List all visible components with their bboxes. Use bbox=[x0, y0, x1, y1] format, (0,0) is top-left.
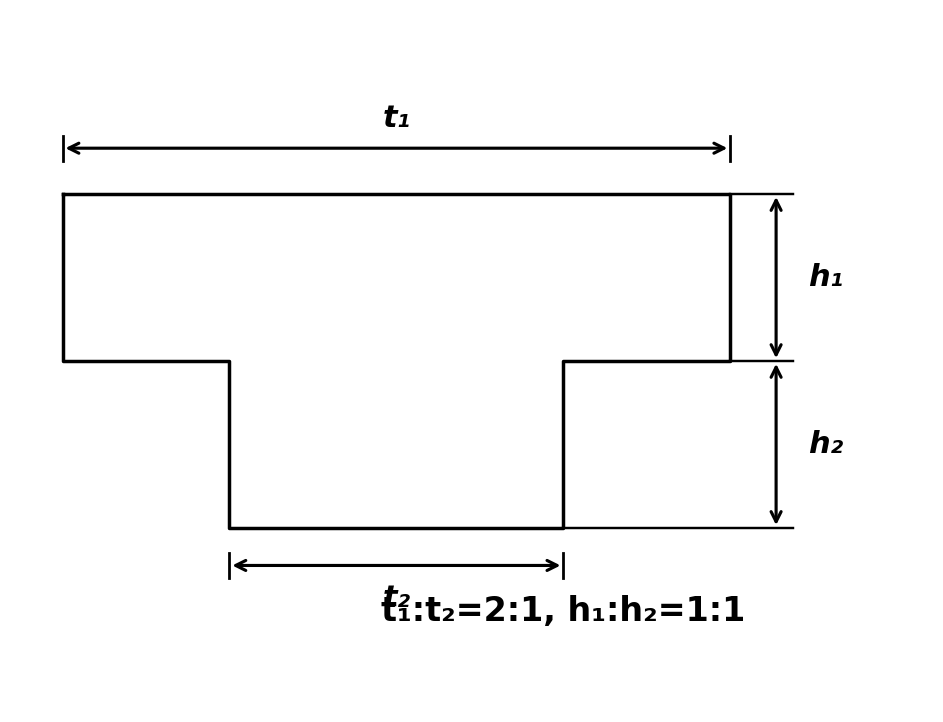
Text: t₂: t₂ bbox=[383, 584, 410, 613]
Text: t₁: t₁ bbox=[383, 104, 410, 133]
Text: h₂: h₂ bbox=[808, 430, 843, 459]
Text: h₁: h₁ bbox=[808, 263, 843, 292]
Text: t₁:t₂=2:1, h₁:h₂=1:1: t₁:t₂=2:1, h₁:h₂=1:1 bbox=[381, 595, 745, 628]
